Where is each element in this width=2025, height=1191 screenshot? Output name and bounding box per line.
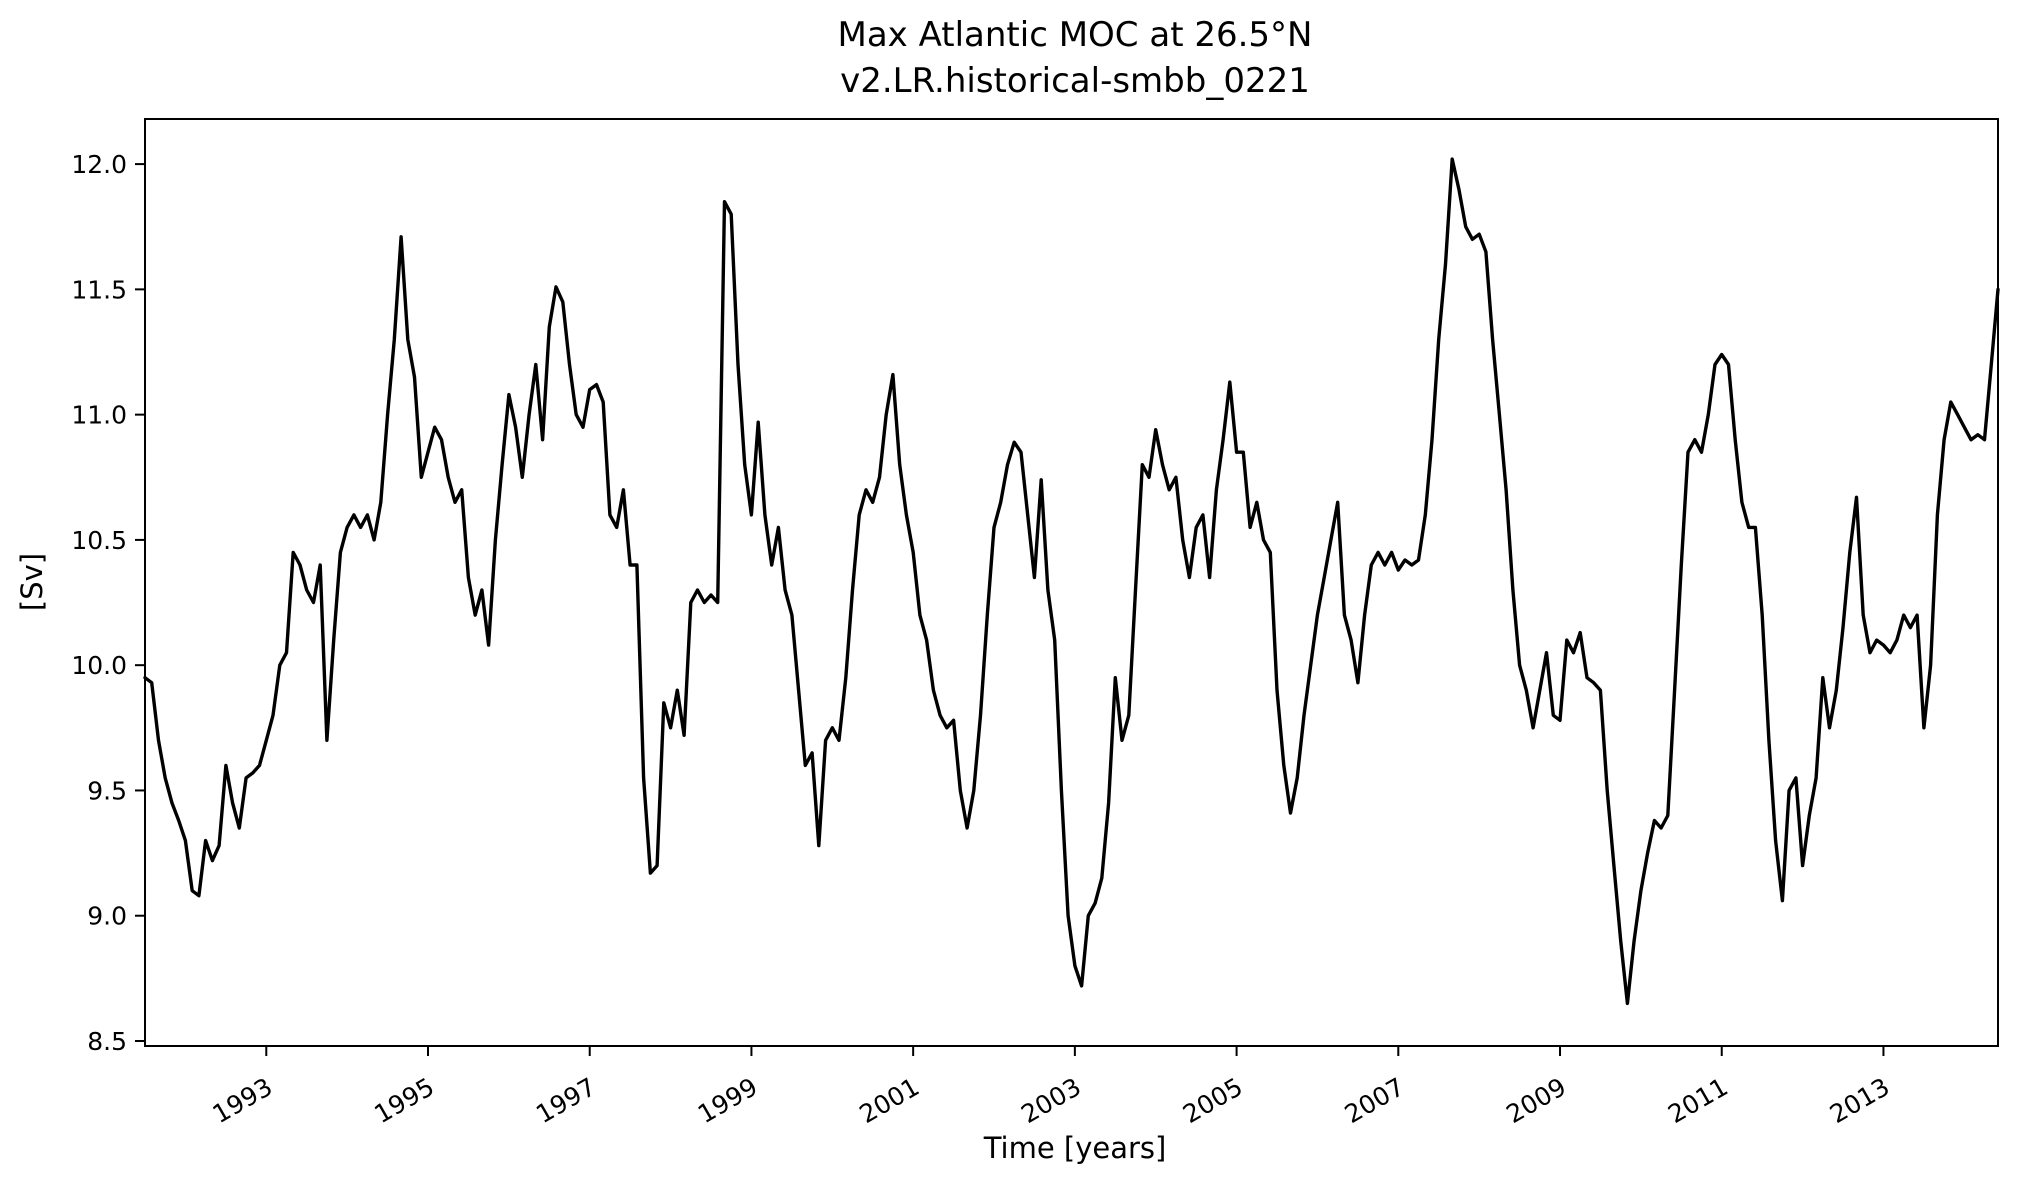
plot-border [144,118,1999,1047]
x-tick-label: 1999 [693,1072,763,1129]
y-tick-label: 10.0 [71,651,127,680]
x-tick-label: 2013 [1825,1072,1895,1129]
x-axis-ticks: 1993 1995 1997 1999 2001 2003 2005 2007 2009 2011… [208,1046,1895,1129]
y-tick-label: 11.5 [71,275,127,304]
x-tick-label: 2007 [1340,1072,1410,1129]
x-tick-label: 1995 [369,1072,439,1129]
y-tick-label: 9.0 [87,902,127,931]
x-tick-label: 2009 [1501,1072,1571,1129]
x-axis-label: Time [years] [983,1131,1167,1165]
y-tick-label: 10.5 [71,526,127,555]
x-tick-label: 2003 [1016,1072,1086,1129]
x-tick-label: 2005 [1178,1072,1248,1129]
y-tick-label: 9.5 [87,776,127,805]
y-tick-label: 8.5 [87,1027,127,1056]
x-tick-label: 2011 [1663,1072,1733,1129]
chart-title: Max Atlantic MOC at 26.5°N [838,15,1313,55]
x-tick-label: 1997 [531,1072,601,1129]
chart-subtitle: v2.LR.historical-smbb_0221 [840,61,1310,101]
x-tick-label: 2001 [855,1072,925,1129]
y-tick-label: 11.0 [71,401,127,430]
x-tick-label: 1993 [208,1072,278,1129]
y-axis-ticks: 8.5 9.0 9.5 10.0 10.5 11.0 11.5 12.0 [71,150,145,1056]
data-line [143,157,2000,1006]
y-tick-label: 12.0 [71,150,127,179]
y-axis-label: [Sv] [15,553,49,611]
